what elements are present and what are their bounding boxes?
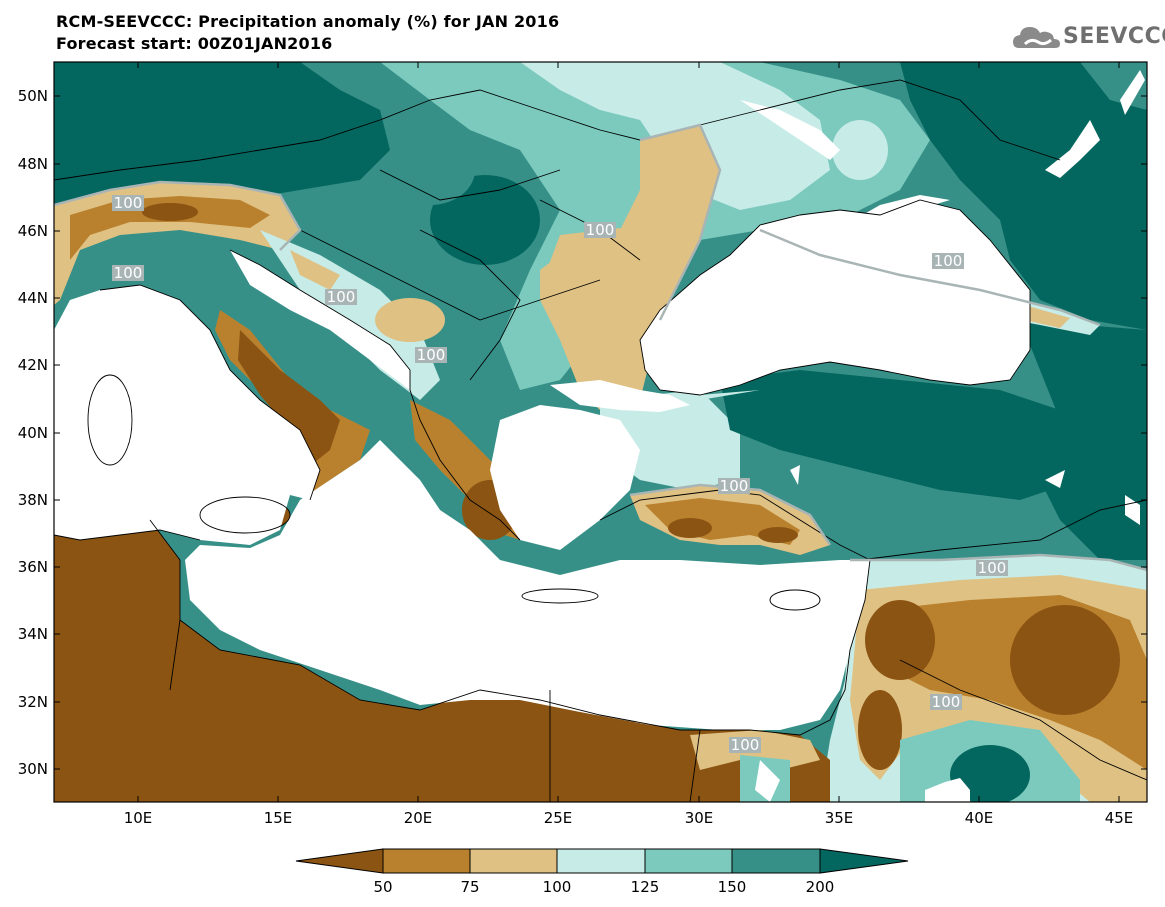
lat-tick-label: 48N	[18, 155, 48, 173]
colorbar-bin	[556, 848, 646, 874]
lon-tick-label: 15E	[264, 809, 293, 827]
lat-tick-label: 38N	[18, 491, 48, 509]
contour-100-line	[54, 123, 1147, 572]
colorbar-bin	[731, 848, 821, 874]
contour-label-box	[932, 253, 964, 269]
contour-label-box	[976, 560, 1008, 576]
colorbar-tick-label: 75	[460, 878, 479, 896]
contour-label: 100	[586, 221, 615, 239]
colorbar-tick-label: 100	[543, 878, 572, 896]
lon-axis: 10E 15E 20E 25E 30E 35E 40E 45E	[124, 62, 1134, 827]
cloud-icon	[1013, 27, 1060, 48]
contour-labels: 100 100 100 100 100 100 100 100 100 100	[112, 194, 1008, 754]
contour-label-box	[718, 478, 750, 494]
lat-tick-label: 32N	[18, 693, 48, 711]
colorbar-bin	[469, 848, 558, 874]
contour-label-box	[729, 737, 761, 753]
colorbar-high-arrow	[819, 848, 909, 874]
map-title: RCM-SEEVCCC: Precipitation anomaly (%) f…	[56, 12, 560, 31]
contour-label: 100	[731, 736, 760, 754]
colorbar-tick-label: 200	[806, 878, 835, 896]
colorbar-tick-label: 150	[718, 878, 747, 896]
contour-label-box	[112, 195, 144, 211]
lon-tick-label: 45E	[1105, 809, 1134, 827]
contour-label: 100	[932, 693, 961, 711]
colorbar-tick-label: 50	[373, 878, 392, 896]
contour-label: 100	[417, 346, 446, 364]
lon-tick-label: 40E	[965, 809, 994, 827]
lat-tick-label: 30N	[18, 760, 48, 778]
lon-tick-label: 25E	[544, 809, 573, 827]
lat-tick-label: 40N	[18, 424, 48, 442]
contour-label-box	[325, 289, 357, 305]
lon-tick-label: 30E	[685, 809, 714, 827]
lon-tick-label: 20E	[404, 809, 433, 827]
colorbar-bin	[644, 848, 733, 874]
lat-tick-label: 44N	[18, 289, 48, 307]
lat-axis: 30N 32N 34N 36N 38N 40N 42N 44N 46N 48N …	[18, 87, 1147, 778]
lat-tick-label: 42N	[18, 356, 48, 374]
contour-label-box	[415, 347, 447, 363]
contour-label: 100	[978, 559, 1007, 577]
colorbar: 50 75 100 125 150 200	[295, 848, 909, 896]
contour-label-box	[112, 265, 144, 281]
contour-label-box	[930, 694, 962, 710]
lon-tick-label: 10E	[124, 809, 153, 827]
lat-tick-label: 34N	[18, 625, 48, 643]
colorbar-bin	[382, 848, 471, 874]
colorbar-low-arrow	[295, 848, 384, 874]
lat-tick-label: 50N	[18, 87, 48, 105]
contour-label: 100	[934, 252, 963, 270]
sea-mask	[54, 70, 1145, 802]
colorbar-tick-label: 125	[631, 878, 660, 896]
lat-tick-label: 46N	[18, 222, 48, 240]
contour-label: 100	[114, 264, 143, 282]
lat-tick-label: 36N	[18, 558, 48, 576]
contour-label: 100	[327, 288, 356, 306]
coastlines-borders	[54, 79, 1147, 802]
seevccc-logo: SEEVCCC	[1011, 20, 1165, 56]
contour-label-box	[584, 222, 616, 238]
forecast-start-subtitle: Forecast start: 00Z01JAN2016	[56, 34, 333, 53]
logo-text: SEEVCCC	[1063, 24, 1165, 49]
contour-label: 100	[114, 194, 143, 212]
lon-tick-label: 35E	[825, 809, 854, 827]
contour-label: 100	[720, 477, 749, 495]
map-frame	[53, 61, 1148, 803]
